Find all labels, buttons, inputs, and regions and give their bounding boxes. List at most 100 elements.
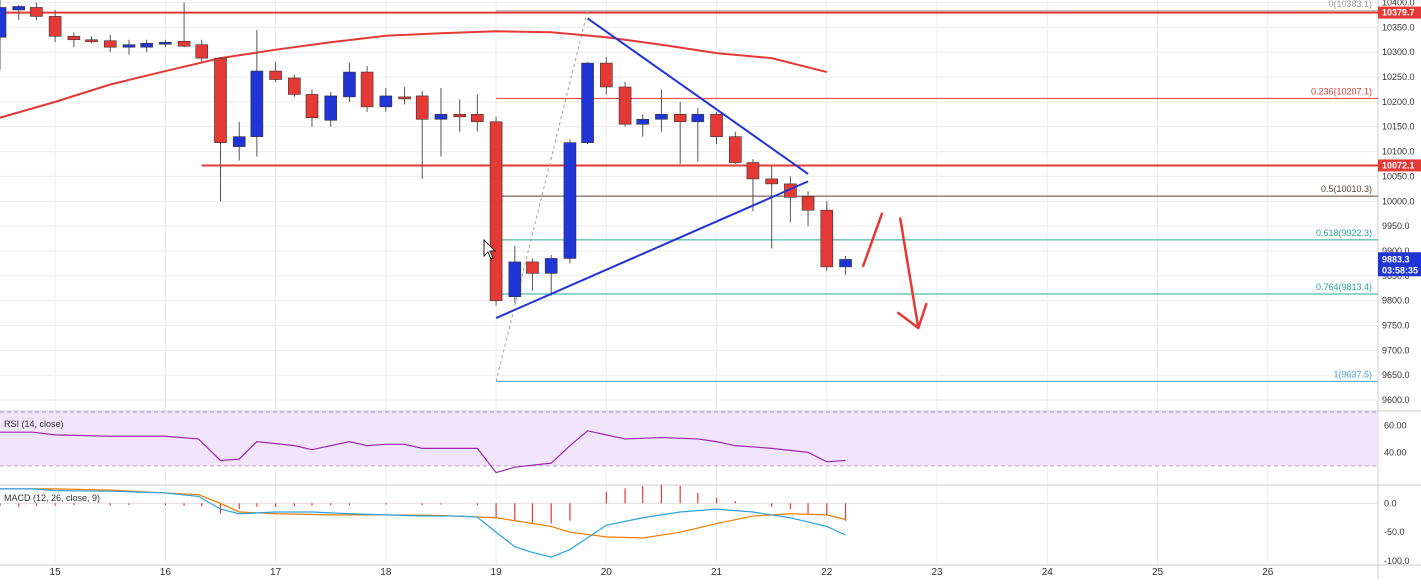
candle-body bbox=[269, 70, 282, 80]
candle-body bbox=[159, 41, 172, 45]
level-price-tag bbox=[1378, 6, 1421, 19]
level-price-tag bbox=[1378, 159, 1421, 172]
candle bbox=[269, 62, 282, 82]
moving-average-line bbox=[0, 30, 828, 119]
level-price-tag-label: 10379.7 bbox=[1382, 8, 1415, 18]
time-tick-label: 22 bbox=[821, 567, 833, 578]
candle bbox=[434, 87, 448, 157]
candle-body bbox=[324, 95, 338, 121]
candle bbox=[232, 121, 246, 161]
candle-body bbox=[177, 40, 191, 47]
candle bbox=[288, 74, 301, 97]
macd-signal-line bbox=[0, 488, 846, 539]
candle-body bbox=[434, 114, 448, 120]
rsi-title: RSI (14, close) bbox=[4, 419, 64, 429]
price-tick-label: 10300.0 bbox=[1382, 47, 1415, 57]
candle-body bbox=[691, 114, 705, 123]
time-tick-label: 23 bbox=[931, 567, 943, 578]
level-price-tag-label: 10072.1 bbox=[1382, 160, 1415, 170]
price-tick-label: 10400.0 bbox=[1382, 0, 1415, 7]
fib-level-label: 0.764(9813.4) bbox=[1316, 282, 1372, 292]
macd-line bbox=[0, 488, 846, 558]
candle-body bbox=[103, 40, 117, 48]
candle-body bbox=[232, 136, 246, 147]
candle bbox=[636, 114, 649, 137]
candle-body bbox=[729, 136, 742, 163]
current-price-countdown: 03:58:35 bbox=[1382, 265, 1418, 275]
candle-body bbox=[710, 114, 723, 137]
candle bbox=[673, 101, 687, 164]
candle bbox=[489, 116, 503, 306]
price-tick-label: 10350.0 bbox=[1382, 22, 1415, 32]
price-tick-label: 9650.0 bbox=[1382, 370, 1410, 380]
candle bbox=[526, 258, 539, 291]
candle bbox=[85, 36, 98, 44]
fib-trend-line bbox=[495, 10, 589, 382]
candle-body bbox=[214, 57, 227, 143]
candle-body bbox=[655, 114, 668, 120]
annotation-arrow-head bbox=[897, 302, 928, 330]
candle bbox=[453, 99, 467, 132]
candle-body bbox=[195, 44, 209, 59]
price-tick-label: 10050.0 bbox=[1382, 171, 1415, 181]
candle bbox=[343, 63, 356, 102]
candle-body bbox=[636, 118, 649, 125]
candle bbox=[600, 57, 613, 95]
candle bbox=[544, 254, 558, 296]
candle bbox=[67, 32, 81, 48]
candle bbox=[691, 107, 705, 162]
candle-body bbox=[305, 94, 319, 119]
rsi-line bbox=[0, 430, 846, 474]
candle-body bbox=[453, 114, 467, 118]
time-tick-label: 25 bbox=[1152, 567, 1164, 578]
candle-body bbox=[379, 95, 393, 108]
candle-body bbox=[673, 114, 687, 123]
candle bbox=[0, 0, 7, 70]
candle bbox=[746, 159, 760, 212]
fib-level-label: 0.5(10010.3) bbox=[1321, 184, 1372, 194]
axis-layer: 10400.0 10350.0 10300.0 10250.0 10200.0 10150… bbox=[50, 0, 1421, 578]
candle bbox=[398, 86, 411, 105]
candle-body bbox=[140, 42, 153, 48]
macd-tick-label: -50.0 bbox=[1384, 527, 1405, 537]
candle-body bbox=[801, 196, 815, 211]
time-tick-label: 17 bbox=[270, 567, 282, 578]
candle-body bbox=[508, 261, 522, 297]
time-tick-label: 24 bbox=[1042, 567, 1054, 578]
candle-body bbox=[839, 259, 852, 268]
fib-level-label: 1(9637.5) bbox=[1333, 369, 1372, 379]
candle bbox=[765, 166, 778, 249]
candle bbox=[360, 66, 374, 112]
drawings-layer bbox=[495, 17, 928, 330]
time-tick-label: 19 bbox=[491, 567, 503, 578]
candle bbox=[563, 139, 577, 264]
candle bbox=[508, 246, 522, 304]
candle-body bbox=[122, 44, 136, 48]
price-tick-label: 9950.0 bbox=[1382, 221, 1410, 231]
candle-body bbox=[343, 71, 356, 98]
time-tick-label: 20 bbox=[601, 567, 613, 578]
candle bbox=[379, 87, 393, 112]
candle bbox=[103, 34, 117, 53]
candles-layer bbox=[0, 0, 852, 306]
candle-body bbox=[526, 261, 539, 274]
candle-body bbox=[618, 86, 632, 125]
price-tick-label: 10200.0 bbox=[1382, 97, 1415, 107]
candle bbox=[839, 255, 852, 275]
rsi-tick-label: 60.00 bbox=[1384, 420, 1407, 430]
rsi-tick-label: 40.00 bbox=[1384, 447, 1407, 457]
candle bbox=[140, 39, 153, 53]
candle bbox=[159, 39, 172, 48]
candle-body bbox=[765, 178, 778, 185]
candle bbox=[195, 39, 209, 63]
candle-body bbox=[600, 62, 613, 88]
candle bbox=[305, 89, 319, 127]
candle bbox=[30, 2, 43, 20]
candle-body bbox=[471, 114, 484, 123]
candle bbox=[618, 82, 632, 127]
candle-body bbox=[489, 121, 503, 301]
candle-body bbox=[67, 35, 81, 41]
candle bbox=[784, 176, 797, 223]
